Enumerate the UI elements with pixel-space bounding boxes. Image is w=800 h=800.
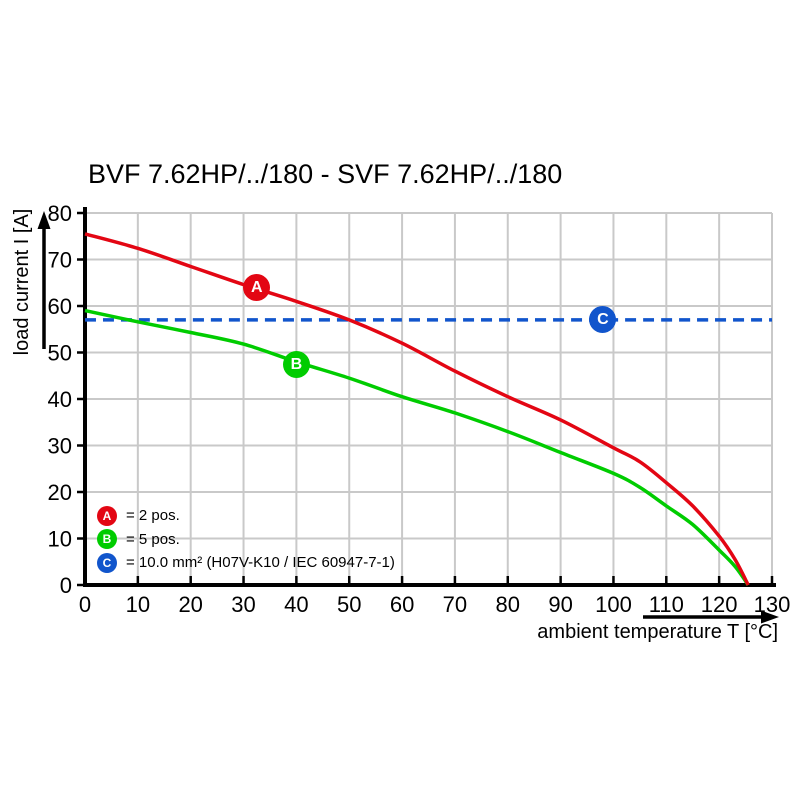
y-tick-label: 30 <box>48 434 72 459</box>
y-tick-label: 0 <box>60 573 72 598</box>
x-axis-label: ambient temperature T [°C] <box>537 621 778 643</box>
x-tick-label: 130 <box>754 592 791 617</box>
y-axis-arrowhead-icon <box>37 211 51 229</box>
x-tick-label: 110 <box>649 592 684 617</box>
x-tick-label: 80 <box>496 592 520 617</box>
legend-dot-c: C <box>97 552 117 573</box>
y-axis-label: load current I [A] <box>11 208 33 356</box>
x-tick-label: 40 <box>284 592 308 617</box>
legend-dot-b: B <box>97 529 117 550</box>
legend-row-c: C = 10.0 mm² (H07V-K10 / IEC 60947-7-1) <box>97 551 395 575</box>
x-tick-label: 70 <box>443 592 467 617</box>
x-tick-label: 90 <box>548 592 572 617</box>
legend-text-a: = 2 pos. <box>126 507 180 525</box>
series-a-curve <box>84 232 750 586</box>
y-tick-label: 60 <box>48 294 72 319</box>
chart-title: BVF 7.62HP/../180 - SVF 7.62HP/../180 <box>88 159 563 189</box>
series-b-curve <box>84 308 750 587</box>
y-tick-label: 20 <box>48 480 72 505</box>
x-tick-label: 30 <box>231 592 255 617</box>
legend-text-c: = 10.0 mm² (H07V-K10 / IEC 60947-7-1) <box>126 554 395 572</box>
x-tick-label: 120 <box>701 592 738 617</box>
legend-text-b: = 5 pos. <box>126 530 180 548</box>
x-axis-arrowhead-icon <box>761 610 779 624</box>
curve-marker-c: C <box>589 306 617 334</box>
x-tick-label: 10 <box>126 592 150 617</box>
x-tick-label: 60 <box>390 592 414 617</box>
x-tick-label: 100 <box>595 592 632 617</box>
legend-row-a: A = 2 pos. <box>97 504 395 528</box>
y-tick-label: 70 <box>48 248 72 273</box>
curve-marker-b: B <box>282 350 310 378</box>
y-tick-label: 80 <box>48 201 72 226</box>
legend: A = 2 pos. B = 5 pos. C = 10.0 mm² (H07V… <box>97 504 395 575</box>
legend-dot-a: A <box>97 505 117 526</box>
x-tick-label: 0 <box>79 592 91 617</box>
x-tick-label: 20 <box>178 592 202 617</box>
y-tick-label: 10 <box>48 527 72 552</box>
y-tick-label: 50 <box>48 341 72 366</box>
legend-row-b: B = 5 pos. <box>97 528 395 552</box>
curve-marker-a: A <box>243 273 271 301</box>
y-tick-label: 40 <box>48 387 72 412</box>
x-tick-label: 50 <box>337 592 361 617</box>
